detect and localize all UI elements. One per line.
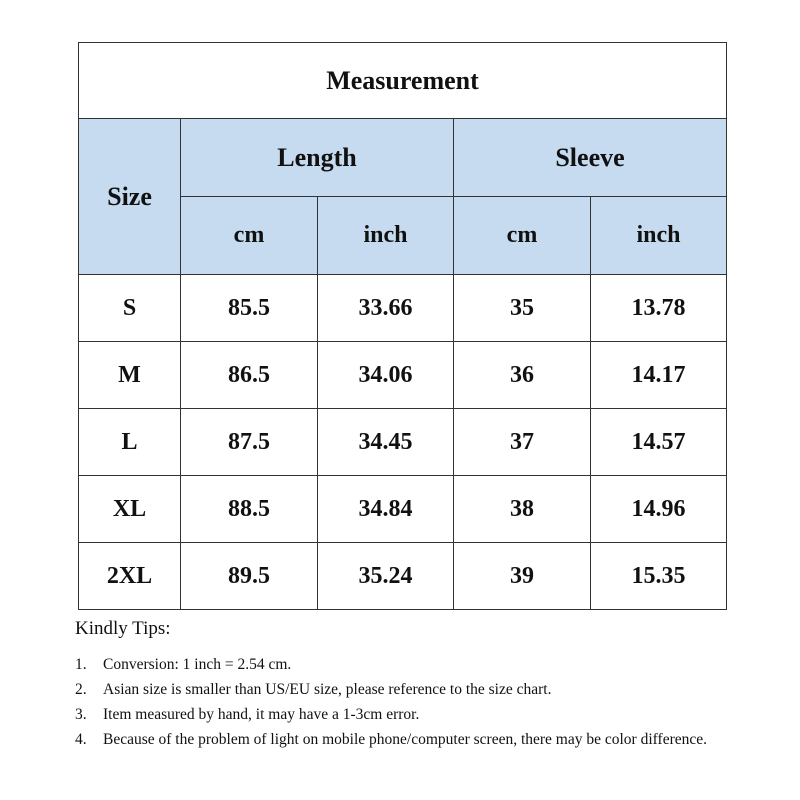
tip-number: 2.	[75, 681, 87, 698]
value-cell: 35.24	[317, 542, 454, 610]
value-cell: 15.35	[590, 542, 727, 610]
tip-text: Item measured by hand, it may have a 1-3…	[103, 706, 420, 723]
size-cell: XL	[78, 475, 181, 543]
tip-number: 1.	[75, 656, 87, 673]
group-header: Length	[180, 118, 454, 197]
table-row: M 86.5 34.06 36 14.17	[78, 341, 727, 409]
value-cell: 14.96	[590, 475, 727, 543]
table-row: L 87.5 34.45 37 14.57	[78, 408, 727, 476]
tip-item: 2. Asian size is smaller than US/EU size,…	[75, 677, 755, 702]
tip-text: Asian size is smaller than US/EU size, p…	[103, 681, 552, 698]
tip-item: 3. Item measured by hand, it may have a 1…	[75, 702, 755, 727]
value-cell: 87.5	[180, 408, 318, 476]
table-row: 2XL 89.5 35.24 39 15.35	[78, 542, 727, 610]
unit-header: inch	[590, 196, 727, 275]
value-cell: 37	[453, 408, 591, 476]
size-header: Size	[78, 118, 181, 275]
value-cell: 34.84	[317, 475, 454, 543]
value-cell: 14.57	[590, 408, 727, 476]
size-cell: 2XL	[78, 542, 181, 610]
value-cell: 13.78	[590, 274, 727, 342]
value-cell: 34.06	[317, 341, 454, 409]
value-cell: 89.5	[180, 542, 318, 610]
tip-number: 4.	[75, 731, 87, 748]
size-table: Measurement Size Length Sleeve cm inch cm i…	[78, 42, 727, 610]
size-cell: M	[78, 341, 181, 409]
group-header: Sleeve	[453, 118, 727, 197]
value-cell: 36	[453, 341, 591, 409]
table-row: XL 88.5 34.84 38 14.96	[78, 475, 727, 543]
value-cell: 86.5	[180, 341, 318, 409]
value-cell: 35	[453, 274, 591, 342]
unit-header: cm	[180, 196, 318, 275]
value-cell: 85.5	[180, 274, 318, 342]
tip-item: 4. Because of the problem of light on mob…	[75, 727, 755, 752]
value-cell: 33.66	[317, 274, 454, 342]
value-cell: 38	[453, 475, 591, 543]
table-title: Measurement	[78, 42, 727, 119]
value-cell: 88.5	[180, 475, 318, 543]
table-row: S 85.5 33.66 35 13.78	[78, 274, 727, 342]
tip-item: 1. Conversion: 1 inch = 2.54 cm.	[75, 652, 755, 677]
size-cell: S	[78, 274, 181, 342]
size-cell: L	[78, 408, 181, 476]
tips-heading: Kindly Tips:	[75, 618, 171, 639]
value-cell: 39	[453, 542, 591, 610]
value-cell: 34.45	[317, 408, 454, 476]
tips: Kindly Tips: 1. Conversion: 1 inch = 2.54…	[75, 618, 755, 752]
value-cell: 14.17	[590, 341, 727, 409]
tip-text: Because of the problem of light on mobil…	[103, 731, 707, 748]
tip-number: 3.	[75, 706, 87, 723]
unit-header: cm	[453, 196, 591, 275]
tip-text: Conversion: 1 inch = 2.54 cm.	[103, 656, 292, 673]
unit-header: inch	[317, 196, 454, 275]
